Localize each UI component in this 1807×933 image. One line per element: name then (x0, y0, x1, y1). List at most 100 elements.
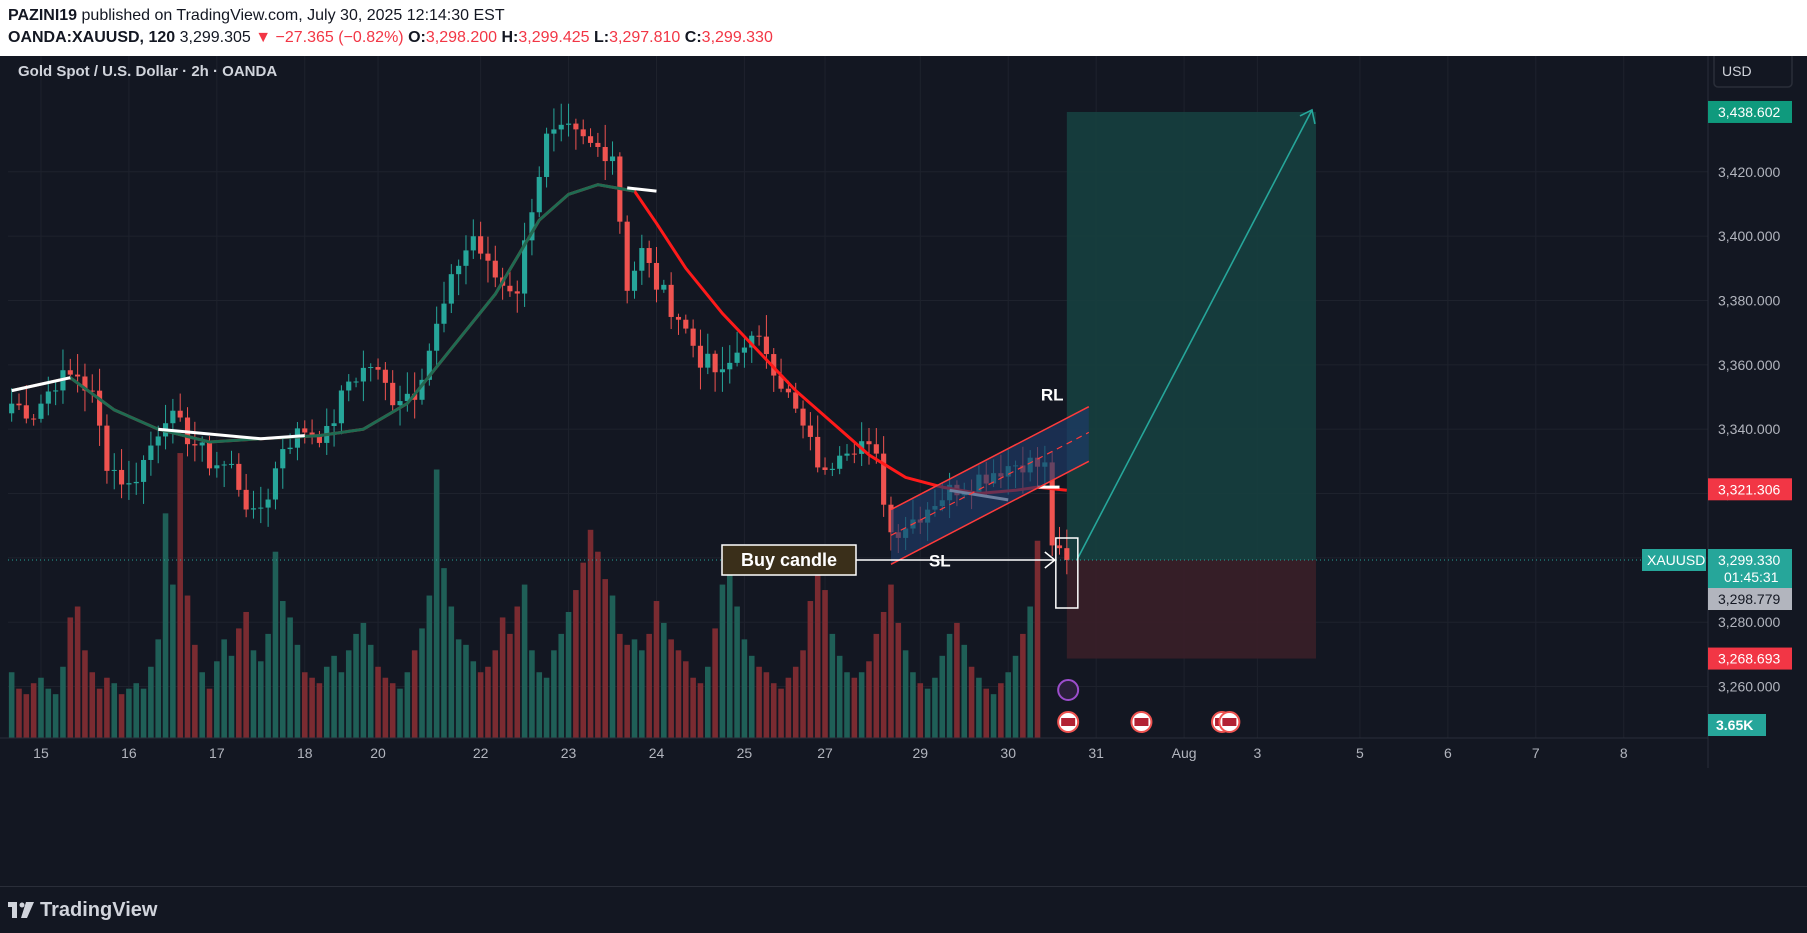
us-flag-stripes (1134, 718, 1149, 726)
volume-bar (155, 639, 161, 738)
volume-bar (639, 650, 645, 738)
candle-body (119, 469, 125, 485)
volume-bar (602, 579, 608, 738)
candle-body (346, 381, 352, 391)
candle-body (778, 375, 784, 389)
volume-bar (565, 611, 572, 738)
candle-body (368, 367, 374, 369)
volume-bar (280, 601, 286, 738)
volume-bar (214, 661, 220, 738)
tradingview-logo-icon (8, 901, 34, 924)
ma-white-segment (11, 376, 71, 393)
candle-body (741, 347, 747, 353)
volume-bar (726, 568, 733, 738)
volume-bar (404, 672, 411, 738)
low-value: 3,297.810 (609, 29, 681, 46)
volume-bar (1005, 672, 1011, 738)
volume-bar (888, 584, 894, 738)
candle-body (419, 379, 425, 400)
x-tick-label: 20 (370, 745, 386, 761)
volume-bar (895, 622, 902, 738)
volume-bar (287, 617, 293, 738)
volume-bar (1027, 606, 1033, 738)
x-tick-label: 18 (297, 745, 313, 761)
candle-body (514, 291, 520, 294)
volume-bar (74, 606, 81, 738)
volume-bar (712, 628, 718, 738)
volume-bar (551, 650, 557, 738)
symbol-tag-box (1642, 549, 1706, 572)
candle-body (544, 133, 550, 177)
volume-bar (543, 677, 550, 738)
volume-bar (323, 666, 330, 738)
symbol-tag: XAUUSD (1647, 552, 1705, 568)
volume-bar (609, 595, 616, 738)
candle-body (873, 444, 879, 454)
volume-bar (573, 590, 579, 738)
volume-bar (858, 672, 865, 738)
author-name[interactable]: PAZINI19 (8, 7, 78, 24)
volume-bar (419, 628, 425, 738)
candle-body (719, 369, 726, 373)
volume-bar (360, 622, 367, 738)
drawings[interactable]: RL SL Buy candle (8, 108, 1708, 733)
candle-body (38, 403, 44, 419)
volume-bar (52, 694, 59, 738)
volume-bar (397, 688, 403, 738)
candle-body (522, 240, 528, 294)
candle-body (448, 274, 454, 304)
volume-bar (463, 644, 469, 738)
volume-bar (177, 453, 183, 738)
currency-label: USD (1722, 63, 1752, 79)
candle-body (749, 335, 755, 348)
volume-bar (338, 672, 345, 738)
candle-body (148, 445, 154, 460)
volume-bar (617, 633, 623, 738)
volume-bar (499, 617, 506, 738)
chart-background (0, 56, 1807, 886)
volume-bar (917, 683, 924, 738)
volume-bar (375, 666, 381, 738)
candle-body (170, 410, 176, 424)
volume-bar (133, 683, 140, 738)
candle-body (712, 353, 718, 373)
volume-bar (763, 672, 770, 738)
tradingview-logo[interactable]: TradingView (8, 899, 157, 924)
candle-body (631, 270, 638, 291)
volume-bar (140, 688, 147, 738)
tradingview-brand: TradingView (40, 899, 158, 921)
position-zones[interactable] (1066, 111, 1316, 659)
volume-bar (954, 622, 960, 738)
volume-bar (199, 672, 205, 738)
currency-button[interactable]: USD (1713, 56, 1793, 88)
lightning-event-icon (1057, 679, 1080, 701)
last-price: 3,299.305 (179, 29, 251, 46)
volume-bar (675, 650, 682, 738)
volume-bar (624, 644, 630, 738)
price-label: 3,298.779 (1718, 591, 1780, 607)
price-label-box (1708, 478, 1792, 501)
x-tick-label: 15 (33, 745, 49, 761)
volume-bar (932, 677, 938, 738)
candle-body (9, 403, 15, 414)
candle-body (45, 391, 51, 404)
candle-body (793, 392, 799, 409)
volume-bar (910, 672, 916, 738)
change-down-icon: ▼ (255, 29, 272, 46)
volume-bar (756, 666, 762, 738)
candle-body (97, 390, 103, 426)
candle-body (551, 129, 557, 134)
x-tick-label: 31 (1088, 745, 1104, 761)
candle-body (866, 441, 872, 445)
volume-label: 3.65K (1716, 717, 1753, 733)
candle-body (16, 403, 22, 406)
target-arrow-line (1076, 109, 1313, 561)
candle-body (815, 436, 821, 468)
volume-bar (734, 606, 740, 738)
candle-body (727, 362, 733, 370)
candle-body (67, 370, 73, 375)
countdown-label: 01:45:31 (1724, 569, 1779, 585)
volume-bar (104, 677, 110, 738)
volume-bar (580, 562, 586, 738)
